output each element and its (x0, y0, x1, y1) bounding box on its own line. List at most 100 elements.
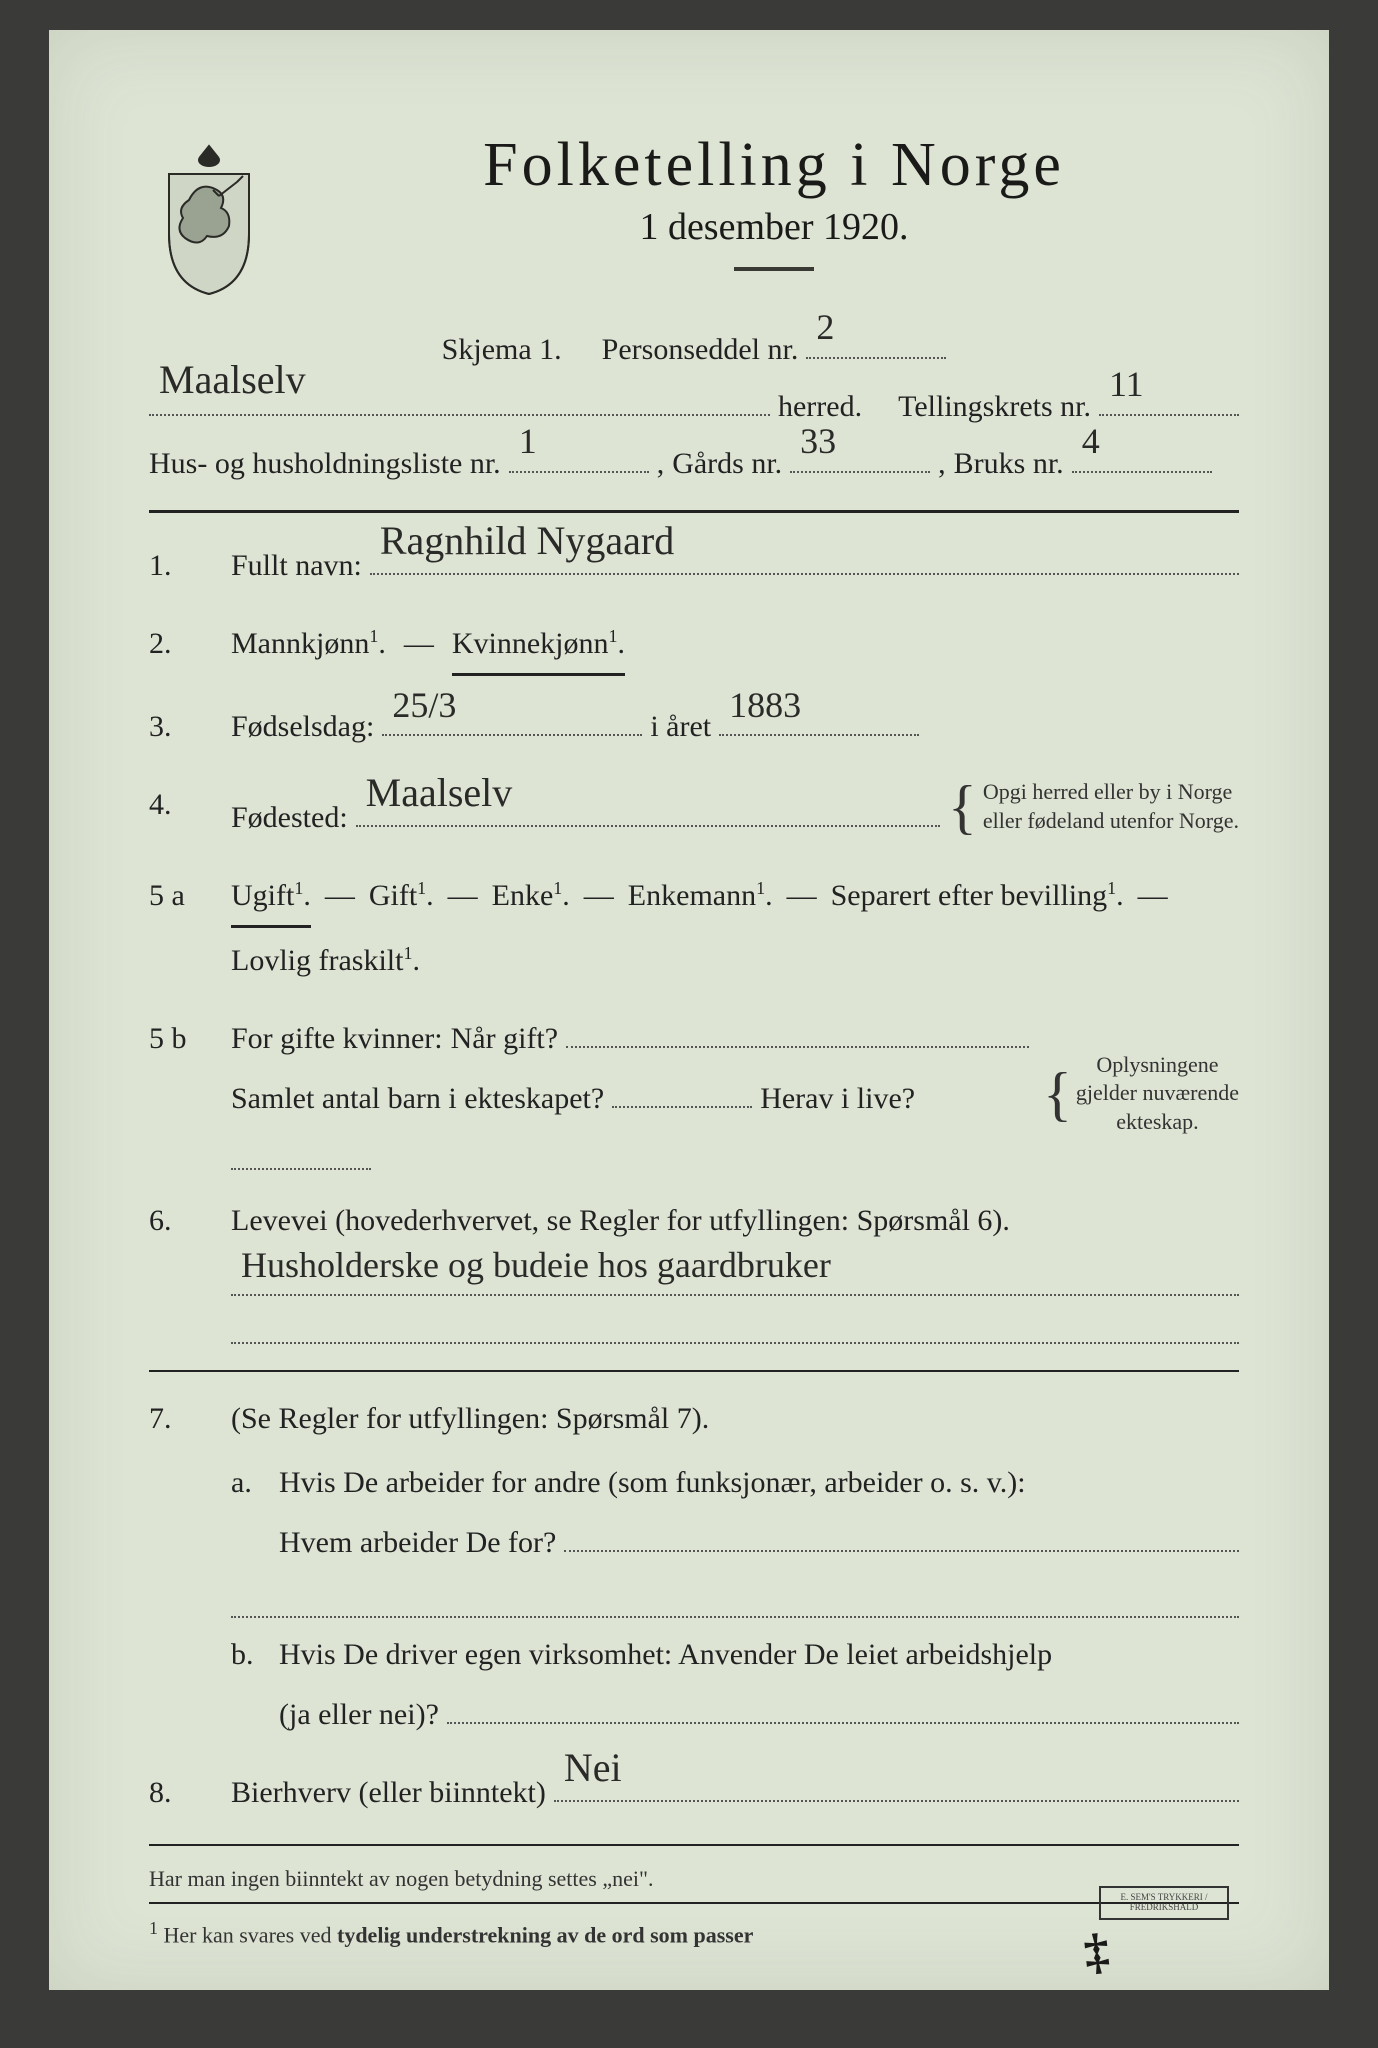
herred-field: Maalselv (149, 380, 770, 416)
title-block: Folketelling i Norge 1 desember 1920. (309, 130, 1239, 301)
q2: 2. Mannkjønn1. — Kvinnekjønn1. (149, 617, 1239, 682)
tellingskrets-value: 11 (1109, 350, 1144, 418)
rule-after-meta (149, 510, 1239, 513)
q2-num: 2. (149, 617, 209, 682)
tellingskrets-field: 11 (1099, 380, 1239, 416)
meta-block: Skjema 1. Personseddel nr. 2 Maalselv he… (149, 321, 1239, 492)
q8-num: 8. (149, 1766, 209, 1826)
personseddel-label: Personseddel nr. (602, 321, 799, 378)
q7a-l2: Hvem arbeider De for? (279, 1516, 556, 1570)
q6-field-1: Husholderske og budeie hos gaardbruker (231, 1256, 1239, 1296)
q5b-aside: { Oplysningene gjelder nuværende ekteska… (1043, 1051, 1239, 1137)
q7a-num: a. (231, 1456, 271, 1510)
q8-label: Bierhverv (eller biinntekt) (231, 1766, 546, 1820)
q6-field-2 (231, 1304, 1239, 1344)
header: Folketelling i Norge 1 desember 1920. (149, 130, 1239, 301)
husliste-label: Hus- og husholdningsliste nr. (149, 435, 501, 492)
title-rule (734, 267, 814, 271)
q5b: 5 b For gifte kvinner: Når gift? Samlet … (149, 1012, 1239, 1176)
q4-value: Maalselv (366, 757, 513, 829)
q3-day-value: 25/3 (392, 673, 456, 738)
q4-aside-l2: eller fødeland utenfor Norge. (983, 808, 1239, 833)
q5a-num: 5 a (149, 869, 209, 994)
bruks-field: 4 (1072, 437, 1212, 473)
rule-footnote (149, 1902, 1239, 1904)
q8-field: Nei (554, 1766, 1239, 1802)
husliste-value: 1 (519, 407, 537, 475)
q7-num: 7. (149, 1392, 209, 1748)
q3-num: 3. (149, 700, 209, 760)
q8: 8. Bierhverv (eller biinntekt) Nei (149, 1766, 1239, 1826)
q7a-field (564, 1516, 1239, 1552)
skjema-label: Skjema 1. (442, 321, 562, 378)
q1: 1. Fullt navn: Ragnhild Nygaard (149, 539, 1239, 599)
q7-label: (Se Regler for utfyllingen: Spørsmål 7). (231, 1392, 709, 1446)
census-form-page: Folketelling i Norge 1 desember 1920. Sk… (49, 30, 1329, 1990)
meta-line-3: Hus- og husholdningsliste nr. 1 , Gårds … (149, 435, 1239, 492)
q4: 4. Fødested: Maalselv { Opgi herred elle… (149, 778, 1239, 851)
gaards-value: 33 (800, 407, 836, 475)
q2-kvinne: Kvinnekjønn1. (452, 617, 625, 676)
q3-year-field: 1883 (719, 700, 919, 736)
q6-num: 6. (149, 1194, 209, 1352)
main-title: Folketelling i Norge (309, 130, 1239, 201)
q4-num: 4. (149, 778, 209, 851)
q5b-q1-field (566, 1012, 1029, 1048)
herred-value: Maalselv (159, 342, 306, 418)
q3-label: Fødselsdag: (231, 700, 374, 754)
q7b-l2: (ja eller nei)? (279, 1688, 439, 1742)
coat-of-arms-icon (149, 140, 269, 300)
meta-line-1: Skjema 1. Personseddel nr. 2 (149, 321, 1239, 378)
q7b-field (447, 1688, 1239, 1724)
q5b-aside-l2: gjelder nuværende (1076, 1080, 1239, 1105)
q5a-separert: Separert efter bevilling1. (831, 869, 1124, 923)
q8-value: Nei (564, 1732, 622, 1804)
personseddel-field: 2 (806, 323, 946, 359)
q5b-q3-field (231, 1134, 371, 1170)
q7: 7. (Se Regler for utfyllingen: Spørsmål … (149, 1392, 1239, 1748)
meta-line-2: Maalselv herred. Tellingskrets nr. 11 (149, 378, 1239, 435)
q3-mid: i året (650, 700, 711, 754)
q3-year-value: 1883 (729, 673, 801, 738)
q4-field: Maalselv (356, 791, 940, 827)
q5b-q3: Herav i live? (760, 1072, 915, 1126)
gaards-field: 33 (790, 437, 930, 473)
q6-value: Husholderske og budeie hos gaardbruker (241, 1233, 831, 1298)
gaards-label: Gårds nr. (672, 435, 782, 492)
q5b-q1: Når gift? (451, 1012, 558, 1066)
q5a-enke: Enke1. (492, 869, 570, 923)
q5a-enkemann: Enkemann1. (628, 869, 773, 923)
q5b-num: 5 b (149, 1012, 209, 1176)
q1-value: Ragnhild Nygaard (380, 505, 674, 577)
q5a-ugift: Ugift1. (231, 869, 311, 928)
q6: 6. Levevei (hovederhvervet, se Regler fo… (149, 1194, 1239, 1352)
footnote-2: 1 Her kan svares ved tydelig understrekn… (149, 1918, 1239, 1948)
q3: 3. Fødselsdag: 25/3 i året 1883 (149, 700, 1239, 760)
q7b-l1: Hvis De driver egen virksomhet: Anvender… (279, 1628, 1052, 1682)
q5b-q2-field (612, 1072, 752, 1108)
q5a: 5 a Ugift1. — Gift1. — Enke1. — Enkemann… (149, 869, 1239, 994)
q5b-aside-l3: ekteskap. (1116, 1109, 1198, 1134)
q5a-fraskilt: Lovlig fraskilt1. (231, 934, 420, 988)
q4-aside-l1: Opgi herred eller by i Norge (983, 779, 1232, 804)
q2-mann: Mannkjønn1. (231, 617, 386, 671)
rule-after-q6 (149, 1370, 1239, 1372)
q1-field: Ragnhild Nygaard (370, 539, 1239, 575)
q5b-label: For gifte kvinner: (231, 1012, 443, 1066)
q7a-field-2 (231, 1578, 1239, 1618)
tellingskrets-label: Tellingskrets nr. (898, 378, 1091, 435)
q5b-q2: Samlet antal barn i ekteskapet? (231, 1072, 604, 1126)
dash: — (404, 617, 434, 671)
footnote-1: Har man ingen biinntekt av nogen betydni… (149, 1866, 1239, 1892)
bruks-value: 4 (1082, 407, 1100, 475)
q4-label: Fødested: (231, 791, 348, 845)
q5a-gift: Gift1. (369, 869, 434, 923)
question-list: 1. Fullt navn: Ragnhild Nygaard 2. Mannk… (149, 539, 1239, 1948)
q1-label: Fullt navn: (231, 539, 362, 593)
husliste-field: 1 (509, 437, 649, 473)
q5b-aside-l1: Oplysningene (1096, 1052, 1218, 1077)
personseddel-value: 2 (816, 293, 834, 361)
bruks-label: Bruks nr. (954, 435, 1064, 492)
subtitle: 1 desember 1920. (309, 205, 1239, 249)
q4-aside: { Opgi herred eller by i Norge eller fød… (948, 778, 1239, 835)
